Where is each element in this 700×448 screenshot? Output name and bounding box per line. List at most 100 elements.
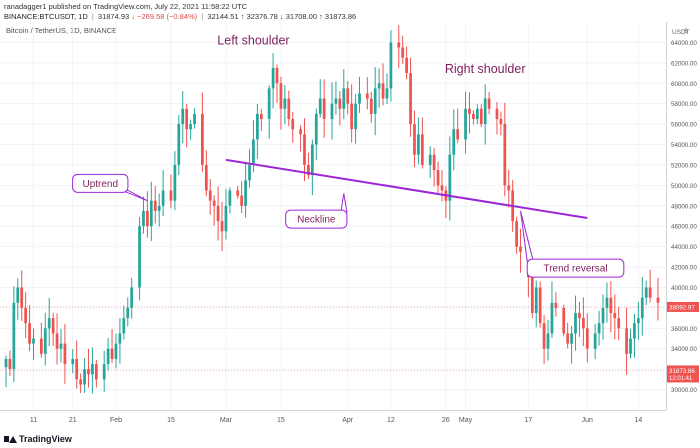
x-tick-label: 15	[167, 417, 175, 424]
candle-down	[291, 119, 295, 130]
candle-down	[468, 108, 471, 114]
x-tick-label: 11	[30, 417, 37, 424]
candle-up	[283, 98, 287, 109]
candle-down	[401, 47, 405, 58]
candle-up	[342, 88, 346, 109]
candle-up	[248, 164, 251, 181]
annotation-heading: Right shoulder	[445, 62, 526, 76]
candle-up	[118, 333, 122, 344]
y-tick-label: 46000.00	[671, 224, 697, 231]
candle-down	[479, 108, 483, 125]
candle-up	[173, 164, 177, 201]
candle-down	[656, 297, 660, 303]
candle-down	[28, 323, 31, 344]
y-tick-label: 60000.00	[671, 81, 697, 88]
candle-down	[204, 164, 208, 191]
candle-down	[110, 348, 114, 359]
candle-up	[149, 200, 153, 227]
candle-up	[59, 343, 63, 349]
candle-up	[550, 302, 554, 334]
candle-down	[63, 343, 67, 365]
candle-up	[252, 139, 255, 165]
callout-box[interactable]	[285, 209, 348, 229]
candle-down	[530, 277, 534, 313]
candle-up	[161, 190, 165, 206]
candle-down	[220, 221, 224, 232]
annotation-heading: Head	[380, 22, 410, 25]
y-tick-label: 48000.00	[671, 203, 697, 210]
tradingview-logo-icon	[4, 435, 17, 443]
candle-down	[507, 185, 511, 191]
candle-up	[373, 88, 377, 114]
candle-up	[330, 103, 334, 119]
candle-down	[554, 302, 558, 308]
candle-down	[216, 205, 220, 222]
candle-down	[409, 73, 412, 125]
candle-down	[153, 200, 157, 211]
callout-label: Uptrend	[82, 179, 118, 190]
candle-down	[350, 103, 354, 130]
candle-down	[578, 313, 581, 319]
y-tick-label: 50000.00	[671, 183, 697, 190]
tradingview-brand: TradingView	[19, 434, 72, 444]
candle-up	[629, 338, 632, 354]
candle-up	[106, 348, 110, 365]
candle-down	[397, 42, 401, 48]
candle-up	[377, 83, 381, 89]
candle-down	[322, 98, 326, 119]
candle-down	[420, 134, 424, 165]
candle-up	[640, 297, 644, 319]
tradingview-footer[interactable]: TradingView	[4, 432, 72, 446]
candle-up	[114, 343, 118, 359]
callout-box[interactable]	[72, 173, 129, 193]
candle-down	[185, 108, 189, 130]
y-tick-label: 56000.00	[671, 122, 697, 129]
x-tick-label: Jun	[582, 417, 593, 424]
candle-up	[181, 108, 185, 125]
candle-down	[617, 318, 621, 329]
candle-up	[189, 124, 192, 130]
x-tick-label: Mar	[220, 417, 233, 424]
candle-down	[94, 364, 98, 380]
candle-up	[102, 364, 106, 380]
candle-up	[130, 287, 134, 308]
x-tick-label: 12	[387, 417, 395, 424]
current-price-badge	[667, 301, 699, 312]
candle-up	[138, 226, 141, 288]
y-tick-label: 58000.00	[671, 101, 697, 108]
candle-down	[515, 221, 518, 247]
candle-down	[75, 358, 79, 380]
candle-up	[475, 108, 479, 119]
candle-up	[310, 144, 314, 176]
y-tick-label: 40000.00	[671, 285, 697, 292]
y-tick-label: 54000.00	[671, 142, 697, 149]
candle-down	[365, 93, 369, 99]
candle-up	[4, 358, 8, 368]
y-tick-label: 42000.00	[671, 265, 697, 272]
candle-down	[146, 210, 149, 227]
candle-up	[385, 88, 389, 99]
candle-up	[91, 364, 94, 375]
candle-down	[346, 88, 350, 104]
candle-down	[487, 98, 491, 109]
candle-up	[126, 307, 130, 319]
candle-up	[605, 297, 609, 308]
current-price-label: 38092.97	[669, 304, 695, 311]
candle-down	[499, 119, 503, 125]
candle-down	[51, 318, 55, 334]
candle-up	[228, 190, 232, 206]
candle-up	[597, 323, 601, 334]
candle-down	[503, 124, 507, 186]
callout-box[interactable]	[526, 258, 625, 278]
candle-up	[593, 333, 597, 349]
publish-line: ranadagger1 published on TradingView.com…	[4, 2, 248, 11]
symbol-label: BINANCE:BTCUSDT, 1D	[4, 12, 88, 21]
neckline[interactable]	[225, 158, 588, 220]
candle-up	[32, 338, 35, 344]
candle-up	[224, 205, 228, 232]
candle-up	[483, 98, 487, 125]
price-chart[interactable]: Bitcoin / TetherUS, 1D, BINANCE 6 USDT 3…	[0, 22, 700, 432]
candle-up	[448, 154, 452, 201]
y-tick-label: 34000.00	[671, 346, 697, 353]
axis-top-tick-label: 6	[684, 28, 688, 35]
